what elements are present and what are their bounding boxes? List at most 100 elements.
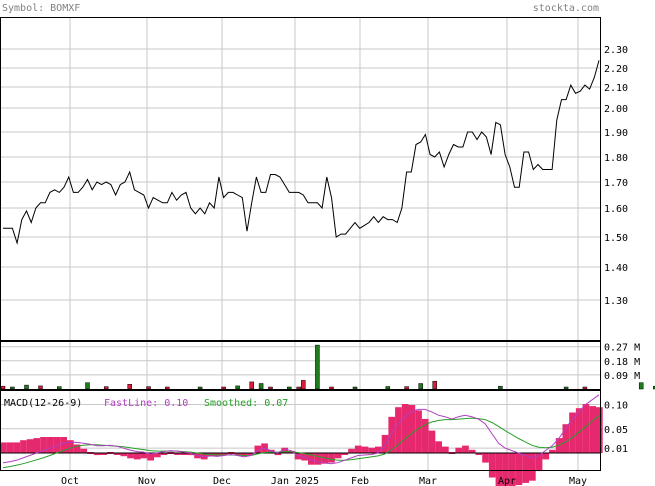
month-tick-label: Oct (61, 476, 79, 486)
price-tick-label: 2.10 (604, 83, 628, 94)
macd-histogram-bar (254, 445, 262, 454)
volume-bar (653, 385, 655, 390)
macd-histogram-bar (375, 446, 382, 453)
macd-histogram-bar (368, 447, 375, 453)
macd-tick-label: 0.10 (604, 401, 628, 412)
macd-histogram-bar (549, 449, 556, 453)
macd-histogram-bar (334, 453, 342, 459)
macd-histogram-bar (154, 453, 161, 458)
volume-bar (197, 386, 203, 390)
macd-histogram-bar (53, 437, 61, 453)
macd-histogram-bar (174, 453, 181, 455)
macd-histogram-bar (13, 442, 21, 454)
volume-tick-label: 0.09 M (604, 371, 640, 382)
macd-histogram-bar (395, 407, 402, 454)
panel-frames (0, 17, 601, 471)
volume-bar (296, 386, 301, 390)
macd-histogram-bar (267, 449, 275, 453)
macd-histogram-bar (421, 418, 429, 453)
volume-bar (287, 386, 292, 390)
month-tick-label: Feb (351, 476, 369, 486)
macd-histogram-bar (455, 447, 463, 453)
fastline-legend-label: FastLine: 0.10 (104, 398, 188, 409)
macd-histogram-bar (381, 434, 389, 453)
macd-histogram-bar (73, 444, 81, 453)
macd-histogram-bar (428, 430, 436, 453)
volume-bar (432, 380, 437, 390)
price-tick-label: 1.50 (604, 233, 628, 244)
macd-histogram-bar (582, 404, 590, 454)
month-tick-label: Apr (498, 476, 516, 486)
volume-bar (385, 386, 391, 390)
month-tick-label: Jan 2025 (271, 476, 319, 486)
macd-histogram-bar (113, 453, 121, 455)
price-tick-label: 2.00 (604, 104, 628, 115)
x-axis-labels: Oct Nov Dec Jan 2025 Feb Mar Apr May (61, 476, 587, 486)
macd-histogram-bar (60, 437, 67, 453)
macd-histogram-bar (247, 453, 255, 455)
macd-histogram-bar (93, 453, 101, 456)
macd-histogram-bar (468, 449, 476, 453)
macd-histogram-bar (575, 408, 583, 453)
month-tick-label: May (569, 476, 587, 486)
macd-histogram-bar (435, 441, 442, 453)
macd-histogram-bar (502, 453, 509, 486)
macd-histogram-bar (133, 453, 141, 460)
macd-histogram-bar (475, 453, 483, 455)
macd-histogram-bar (40, 437, 47, 453)
macd-histogram-bar (415, 410, 422, 454)
macd-histogram-bar (147, 453, 154, 461)
site-label[interactable]: stockta.com (533, 3, 599, 14)
macd-legend-label: MACD(12-26-9) (4, 398, 82, 409)
macd-tick-label: 0.05 (604, 425, 628, 436)
smoothed-line (2, 415, 600, 469)
volume-bar (315, 344, 320, 390)
macd-histogram-bar (508, 453, 516, 486)
macd-histogram-bar (46, 437, 54, 453)
volume-bar (235, 385, 240, 390)
macd-histogram-bar (529, 453, 536, 481)
price-line (3, 60, 600, 245)
macd-histogram-bar (187, 453, 195, 456)
price-tick-label: 1.70 (604, 178, 628, 189)
price-tick-label: 1.90 (604, 128, 628, 139)
y-axis-labels: 2.30 2.20 2.10 2.00 1.90 1.80 1.70 1.60 1.50 1.40… (604, 45, 640, 455)
volume-bar (301, 380, 306, 390)
volume-bar (0, 385, 6, 390)
panel-frame (0, 17, 601, 341)
macd-histogram-bar (596, 407, 603, 454)
macd-histogram-bar (26, 439, 34, 454)
macd-histogram-bar (308, 453, 315, 465)
volume-bar (418, 383, 423, 390)
macd-histogram-bar (462, 445, 469, 454)
macd-histogram-bar (515, 453, 523, 485)
macd-histogram-bar (294, 453, 302, 460)
volume-panel (0, 344, 655, 390)
volume-bar (638, 382, 644, 390)
volume-bar (24, 384, 29, 390)
macd-histogram-bar (569, 412, 576, 453)
macd-histogram-bar (180, 453, 188, 455)
panel-frame (0, 341, 601, 390)
volume-bar (10, 386, 15, 390)
macd-histogram-bar (160, 453, 168, 455)
macd-histogram-bar (100, 453, 108, 455)
volume-bar (127, 384, 132, 390)
macd-histogram-bar (127, 453, 134, 459)
volume-bar (249, 381, 254, 390)
month-tick-label: Dec (213, 476, 231, 486)
volume-bar (498, 385, 503, 390)
grid-layer (1, 18, 600, 470)
macd-histogram-bar (354, 445, 362, 454)
volume-bar (258, 383, 264, 390)
smoothed-legend-label: Smoothed: 0.07 (204, 398, 288, 409)
volume-bar (165, 386, 170, 390)
volume-bar (146, 386, 151, 390)
price-tick-label: 1.80 (604, 153, 628, 164)
price-tick-label: 1.40 (604, 263, 628, 274)
macd-histogram-bar (341, 453, 349, 455)
macd-tick-label: 0.01 (604, 444, 628, 455)
month-tick-label: Nov (138, 476, 156, 486)
macd-histogram-bar (522, 453, 529, 483)
volume-bar (38, 385, 43, 390)
